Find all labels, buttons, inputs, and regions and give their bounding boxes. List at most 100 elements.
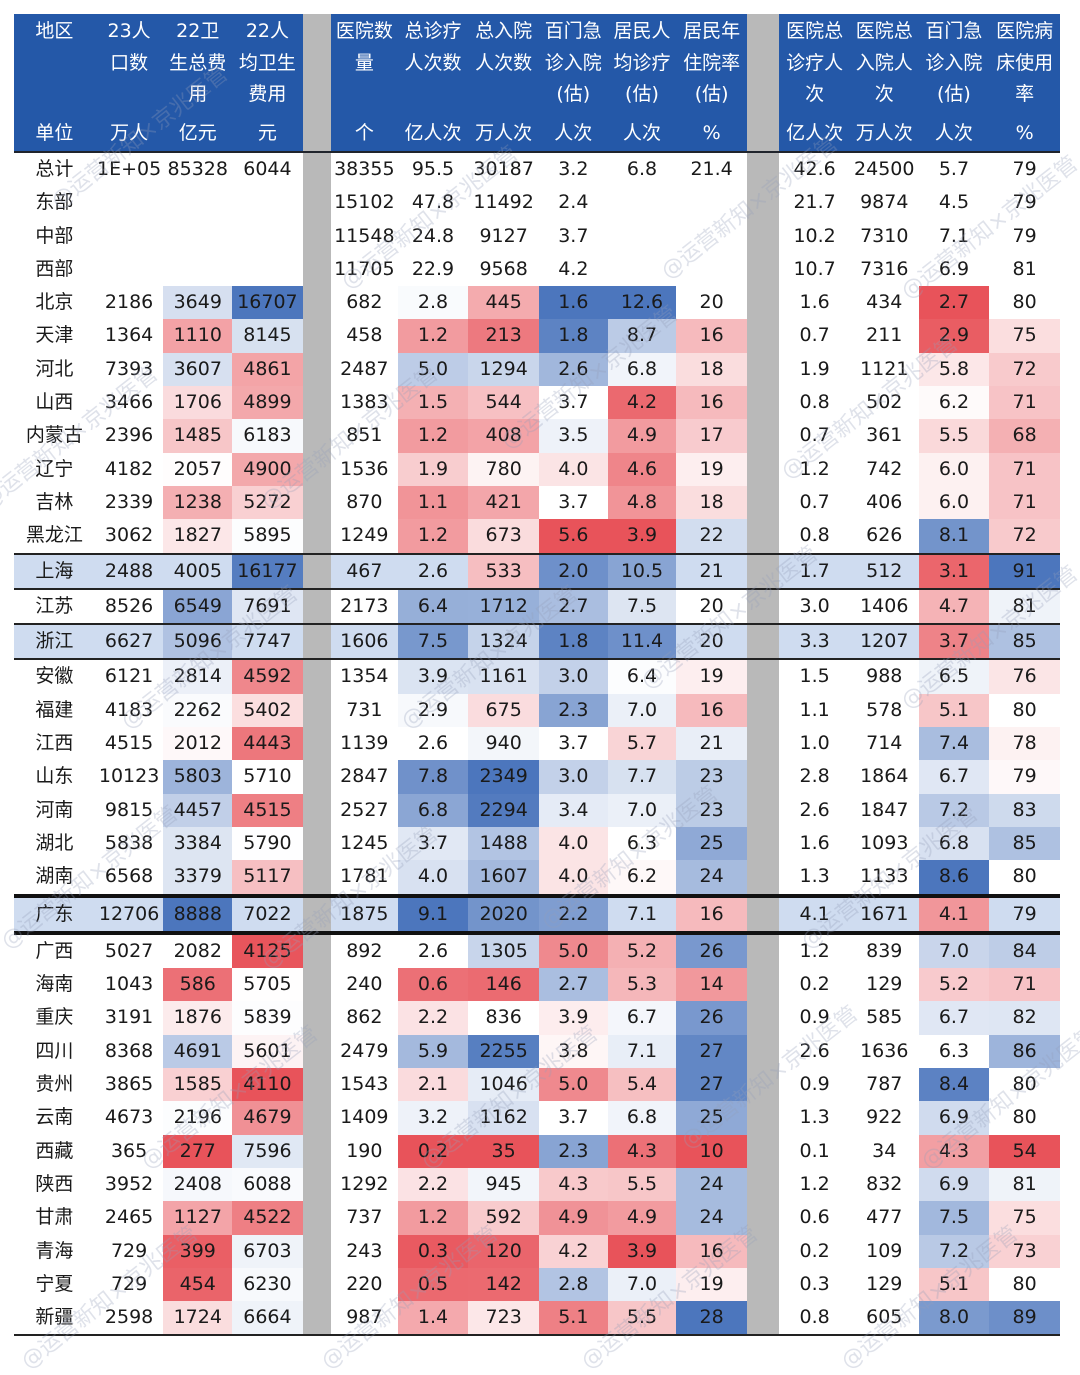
- value-cell: 723: [468, 1301, 539, 1337]
- value-cell: 71: [989, 968, 1060, 1002]
- table-row: 青海 729 399 6703 243 0.3 120 4.2 3.9 16 0.2 109 7.2 73: [14, 1234, 1060, 1268]
- value-cell: 3384: [163, 826, 233, 861]
- value-cell: 870: [346, 490, 383, 513]
- region-cell: 广东: [14, 893, 95, 935]
- value-cell: 80: [989, 1267, 1060, 1302]
- column-gap: [746, 659, 780, 694]
- value-cell: 3.7: [397, 826, 469, 861]
- column-gap: [746, 386, 780, 420]
- value-cell: 3.7: [538, 485, 608, 520]
- value-cell: 277: [163, 1134, 233, 1168]
- column-gap: [746, 1001, 780, 1035]
- value-cell: 0.2: [799, 973, 830, 996]
- value-cell: 2082: [163, 932, 233, 969]
- table-header: 地区 23人 口数 22卫 生总费用 22人 均卫生 费用 医院数量总诊疗 人次数 总入院 人次数 百门…: [14, 14, 1060, 153]
- value-cell: 8.0: [918, 1301, 990, 1337]
- value-cell: 477: [866, 1206, 903, 1229]
- value-cell: 6.8: [626, 158, 658, 180]
- region-cell: 西藏: [35, 1139, 74, 1162]
- region-cell: 内蒙古: [25, 424, 83, 447]
- value-cell: [608, 220, 677, 253]
- value-cell: 0.1: [799, 1139, 830, 1162]
- value-cell: 7596: [232, 1134, 303, 1168]
- value-cell: [163, 220, 232, 253]
- value-cell: 80: [989, 1068, 1060, 1102]
- region-cell: 陕西: [35, 1172, 74, 1195]
- value-cell: 5790: [232, 826, 303, 861]
- value-cell: 1249: [340, 524, 389, 547]
- value-cell: 11705: [334, 257, 395, 280]
- table-row: 河北 7393 3607 4861 2487 5.0 1294 2.6 6.8 18 1.9 1121…: [14, 352, 1060, 387]
- value-cell: 5.6: [538, 519, 608, 554]
- value-cell: 0.8: [779, 1301, 850, 1337]
- value-cell: 71: [989, 386, 1060, 420]
- value-cell: [676, 253, 747, 286]
- value-cell: 3379: [163, 860, 233, 896]
- value-cell: 34: [872, 1139, 897, 1162]
- value-cell: 80: [989, 860, 1060, 896]
- value-cell: 2.7: [538, 588, 608, 625]
- value-cell: 10123: [98, 765, 160, 788]
- value-cell: 30187: [473, 158, 534, 180]
- value-cell: 5839: [232, 1001, 303, 1035]
- value-cell: 6.9: [918, 1167, 990, 1202]
- value-cell: 1383: [340, 391, 389, 414]
- value-cell: 0.6: [397, 968, 469, 1002]
- column-unit: %: [676, 114, 747, 153]
- column-gap: [746, 319, 780, 353]
- value-cell: 2527: [340, 798, 389, 821]
- column-unit: 亿元: [163, 114, 233, 153]
- value-cell: 19: [676, 1267, 747, 1302]
- value-cell: 922: [866, 1106, 903, 1129]
- column-gap: [746, 826, 780, 861]
- value-cell: 240: [346, 973, 383, 996]
- value-cell: 2.9: [397, 693, 469, 728]
- table-row: 吉林 2339 1238 5272 870 1.1 421 3.7 4.8 18 0.7 406 6.0…: [14, 485, 1060, 520]
- value-cell: 12706: [94, 893, 164, 935]
- column-header: 居民年 住院率 (估): [676, 14, 747, 114]
- value-cell: 7.7: [607, 760, 677, 794]
- table-row: 新疆 2598 1724 6664 987 1.4 723 5.1 5.5 28 0.8 605 8.0…: [14, 1301, 1060, 1337]
- value-cell: 3191: [104, 1006, 154, 1029]
- value-cell: 4522: [232, 1201, 303, 1235]
- value-cell: 1406: [860, 594, 909, 617]
- column-gap: [746, 1301, 780, 1337]
- value-cell: 10.5: [607, 552, 677, 590]
- health-stats-table: 地区 23人 口数 22卫 生总费用 22人 均卫生 费用 医院数量总诊疗 人次数 总入院 人次数 百门…: [14, 14, 1060, 1337]
- value-cell: 78: [989, 727, 1060, 761]
- column-gap: [746, 1234, 780, 1268]
- value-cell: 4.9: [607, 419, 677, 453]
- value-cell: 3.9: [397, 659, 469, 694]
- column-gap: [302, 793, 332, 827]
- value-cell: 27: [676, 1068, 747, 1102]
- value-cell: 3.7: [538, 727, 608, 761]
- region-cell: 河南: [35, 798, 74, 821]
- value-cell: 2196: [163, 1101, 233, 1135]
- value-cell: 6.4: [397, 588, 469, 625]
- column-gap: [746, 1101, 780, 1135]
- value-cell: 10: [676, 1134, 747, 1168]
- column-gap: [746, 793, 780, 827]
- column-gap: [746, 932, 780, 969]
- column-unit: 元: [232, 114, 303, 153]
- value-cell: 851: [346, 424, 383, 447]
- value-cell: 26: [676, 1001, 747, 1035]
- column-unit: 万人次: [849, 114, 919, 153]
- value-cell: 1133: [860, 865, 909, 888]
- value-cell: 4673: [104, 1106, 154, 1129]
- value-cell: 454: [163, 1267, 233, 1302]
- region-cell: 海南: [35, 973, 74, 996]
- value-cell: 5803: [163, 760, 233, 794]
- column-unit: 万人次: [468, 114, 539, 153]
- value-cell: 95.5: [411, 158, 455, 180]
- region-cell: 上海: [14, 552, 95, 590]
- value-cell: 5838: [104, 831, 154, 854]
- value-cell: 24: [676, 1167, 747, 1202]
- value-cell: 5.4: [607, 1068, 677, 1102]
- column-gap: [746, 252, 780, 287]
- value-cell: 5.2: [607, 932, 677, 969]
- value-cell: 1543: [340, 1073, 389, 1096]
- value-cell: 2.1: [397, 1068, 469, 1102]
- value-cell: 7747: [232, 623, 303, 661]
- value-cell: 8.4: [918, 1068, 990, 1102]
